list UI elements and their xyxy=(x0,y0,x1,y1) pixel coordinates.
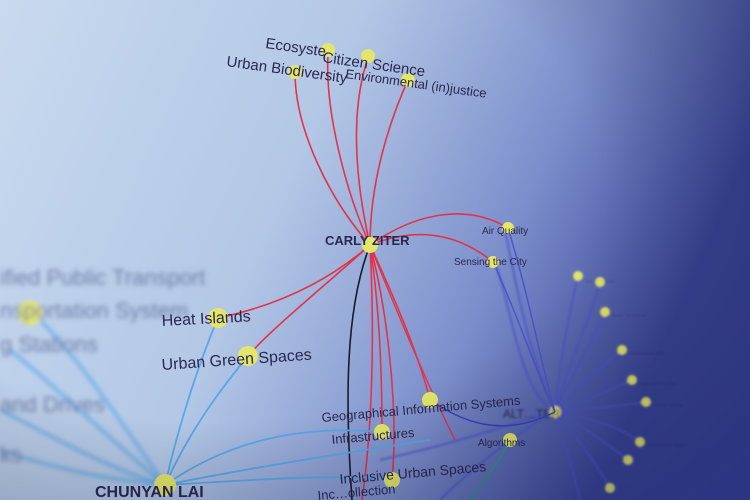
photo-stage: ified Public Transport nsportation Syste… xyxy=(0,0,750,500)
network-graph-photo: ified Public Transport nsportation Syste… xyxy=(0,0,750,500)
vignette xyxy=(0,0,750,500)
